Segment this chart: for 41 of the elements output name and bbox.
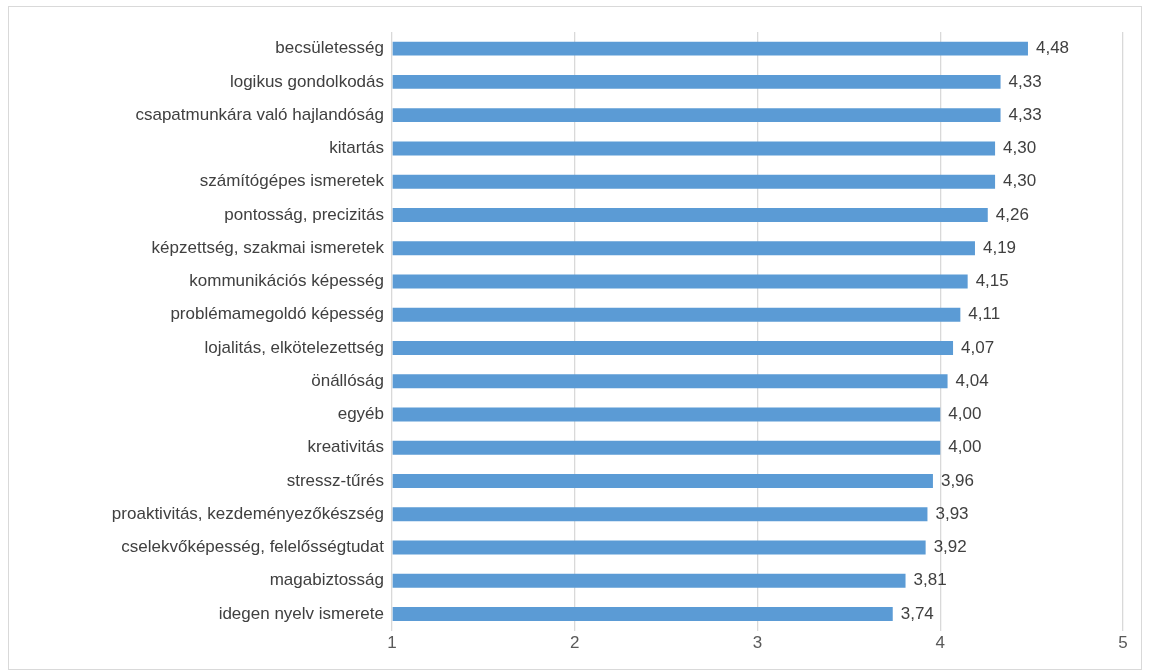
data-label: 4,30: [1003, 171, 1037, 191]
y-tick-label: problémamegoldó képesség: [170, 304, 384, 324]
y-tick-label: idegen nyelv ismerete: [218, 603, 384, 623]
x-tick-label: 2: [570, 633, 580, 653]
data-label: 3,81: [913, 570, 947, 590]
data-label: 3,96: [940, 470, 975, 490]
y-tick-label: egyéb: [337, 404, 384, 424]
y-tick-label: képzettség, szakmai ismeretek: [151, 237, 385, 257]
y-tick-label: kitartás: [329, 138, 384, 158]
y-tick-label: cselekvőképesség, felelősségtudat: [121, 537, 385, 557]
data-label: 4,00: [948, 404, 982, 424]
data-label: 4,48: [1035, 38, 1070, 58]
y-tick-label: becsületesség: [275, 38, 384, 58]
data-label: 4,11: [968, 304, 1001, 324]
y-tick-label: proaktivitás, kezdeményezőkészség: [111, 503, 384, 523]
data-label: 4,33: [1008, 71, 1042, 91]
data-label: 4,30: [1003, 138, 1037, 158]
data-label: 4,15: [975, 271, 1009, 291]
data-label: 4,33: [1008, 104, 1042, 124]
y-tick-label: önállóság: [311, 370, 384, 390]
y-tick-label: logikus gondolkodás: [229, 71, 384, 91]
y-tick-label: csapatmunkára való hajlandóság: [135, 104, 384, 124]
x-tick-label: 3: [752, 633, 763, 653]
y-tick-label: pontosság, precizitás: [224, 204, 384, 224]
data-label: 4,19: [982, 237, 1017, 257]
data-label: 3,92: [933, 537, 967, 557]
data-label: 4,26: [995, 204, 1029, 224]
data-label: 4,07: [961, 337, 995, 357]
x-tick-label: 4: [935, 633, 945, 653]
y-tick-label: számítógépes ismeretek: [199, 171, 385, 191]
y-tick-label: lojalitás, elkötelezettség: [204, 337, 384, 357]
data-label: 4,04: [955, 370, 989, 390]
y-tick-label: stressz-tűrés: [286, 470, 384, 490]
y-tick-label: kommunikációs képesség: [189, 271, 384, 291]
data-label: 3,93: [935, 503, 969, 523]
data-label: 3,74: [900, 603, 934, 623]
data-label: 4,00: [948, 437, 982, 457]
x-tick-label: 5: [1118, 633, 1128, 653]
x-tick-label: 1: [387, 633, 397, 653]
y-tick-label: magabiztosság: [269, 570, 384, 590]
y-tick-label: kreativitás: [307, 437, 384, 457]
